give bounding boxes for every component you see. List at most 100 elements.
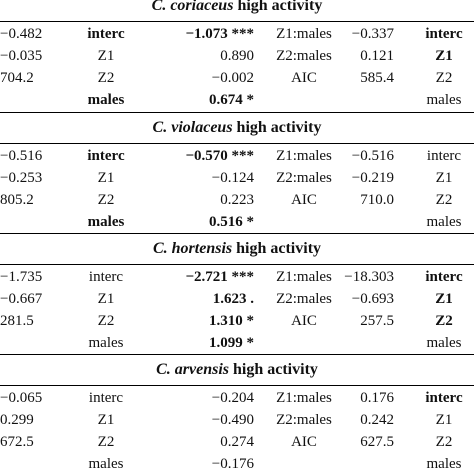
section-rule-bottom — [0, 143, 474, 144]
estimate-col-1: −0.035 — [0, 48, 43, 64]
table-row: males −0.176 males — [0, 453, 474, 475]
term-col-2: AIC — [291, 434, 317, 450]
term-col-2: Z1:males — [276, 390, 332, 406]
table-row: 672.5 Z2 0.274 AIC 627.5 Z2 — [0, 431, 474, 453]
section-title: C. coriaceus high activity — [0, 0, 474, 16]
term-col-1: interc — [87, 26, 125, 42]
estimate-col-2: −1.073 *** — [185, 26, 254, 42]
term-col-1: interc — [87, 148, 125, 164]
term-col-3: Z2 — [435, 192, 453, 208]
table-row: males 0.516 * males — [0, 211, 474, 233]
term-col-1: males — [87, 214, 125, 230]
estimate-col-2: −0.002 — [211, 70, 254, 86]
term-col-2: Z2:males — [276, 291, 332, 307]
estimate-col-1: 805.2 — [0, 192, 34, 208]
term-col-1: Z1 — [97, 291, 115, 307]
term-col-2: Z2:males — [276, 412, 332, 428]
estimate-col-2: −2.721 *** — [185, 269, 254, 285]
section-rule-bottom — [0, 21, 474, 22]
estimate-col-2: 1.623 . — [212, 291, 254, 307]
estimate-col-3: 710.0 — [360, 192, 394, 208]
section-title-suffix: high activity — [232, 119, 322, 136]
table-row: males 0.674 * males — [0, 89, 474, 111]
term-col-1: males — [88, 456, 124, 472]
estimate-col-3: 585.4 — [360, 70, 394, 86]
section-title: C. arvensis high activity — [0, 360, 474, 380]
term-col-3: males — [426, 214, 462, 230]
estimate-col-3: 0.176 — [360, 390, 394, 406]
estimate-col-2: 1.310 * — [209, 313, 254, 329]
term-col-3: interc — [426, 148, 462, 164]
term-col-1: interc — [88, 390, 124, 406]
term-col-2: AIC — [291, 70, 317, 86]
table-row: 805.2 Z2 0.223 AIC 710.0 Z2 — [0, 189, 474, 211]
term-col-3: Z1 — [435, 170, 453, 186]
estimate-col-1: −1.735 — [0, 269, 43, 285]
estimate-col-3: 0.242 — [360, 412, 394, 428]
term-col-1: Z2 — [97, 434, 115, 450]
section-rule-top — [0, 233, 474, 234]
term-col-2: Z2:males — [276, 48, 332, 64]
estimate-col-2: 0.223 — [220, 192, 254, 208]
term-col-3: males — [426, 335, 462, 351]
estimate-col-2: −0.176 — [211, 456, 254, 472]
term-col-2: Z2:males — [276, 170, 332, 186]
estimate-col-2: −0.490 — [211, 412, 254, 428]
term-col-1: males — [87, 92, 125, 108]
species-name: C. hortensis — [152, 240, 233, 257]
estimate-col-1: 281.5 — [0, 313, 34, 329]
estimate-col-1: −0.482 — [0, 26, 43, 42]
term-col-1: males — [88, 335, 124, 351]
estimate-col-2: 0.890 — [220, 48, 254, 64]
estimate-col-3: −0.693 — [351, 291, 394, 307]
estimate-col-2: 1.099 * — [209, 335, 254, 351]
estimate-col-3: −0.219 — [351, 170, 394, 186]
table-row: −0.516 interc −0.570 *** Z1:males −0.516 inte… — [0, 145, 474, 167]
term-col-1: Z1 — [97, 170, 115, 186]
table-row: −1.735 interc −2.721 *** Z1:males −18.303 int… — [0, 266, 474, 288]
estimate-col-3: 0.121 — [360, 48, 394, 64]
term-col-2: Z1:males — [276, 269, 332, 285]
term-col-3: interc — [425, 269, 463, 285]
estimate-col-3: −0.516 — [351, 148, 394, 164]
estimate-col-2: 0.516 * — [209, 214, 254, 230]
term-col-2: Z1:males — [276, 148, 332, 164]
estimate-col-3: 257.5 — [360, 313, 394, 329]
section-rule-bottom — [0, 385, 474, 386]
table-row: 0.299 Z1 −0.490 Z2:males 0.242 Z1 — [0, 409, 474, 431]
species-name: C. violaceus — [152, 119, 233, 136]
table-row: −0.482 interc −1.073 *** Z1:males −0.337 inte… — [0, 23, 474, 45]
term-col-3: Z1 — [435, 412, 453, 428]
term-col-3: males — [426, 456, 462, 472]
section-title-suffix: high activity — [232, 240, 322, 257]
estimate-col-1: −0.667 — [0, 291, 43, 307]
term-col-3: Z1 — [435, 48, 453, 64]
estimate-col-1: 704.2 — [0, 70, 34, 86]
estimate-col-1: −0.065 — [0, 390, 43, 406]
estimate-col-2: −0.204 — [211, 390, 254, 406]
estimate-col-3: −0.337 — [351, 26, 394, 42]
estimate-col-1: −0.253 — [0, 170, 43, 186]
estimate-col-3: 627.5 — [360, 434, 394, 450]
estimate-col-2: 0.274 — [220, 434, 254, 450]
table-row: 281.5 Z2 1.310 * AIC 257.5 Z2 — [0, 310, 474, 332]
section-rule-bottom — [0, 264, 474, 265]
section-title: C. violaceus high activity — [0, 118, 474, 138]
term-col-1: Z1 — [97, 48, 115, 64]
term-col-3: Z1 — [435, 291, 453, 307]
term-col-1: Z2 — [97, 313, 115, 329]
section-rule-top — [0, 354, 474, 355]
term-col-3: interc — [425, 26, 463, 42]
term-col-3: Z2 — [435, 70, 453, 86]
table-row: males 1.099 * males — [0, 332, 474, 354]
table-row: −0.667 Z1 1.623 . Z2:males −0.693 Z1 — [0, 288, 474, 310]
estimate-col-2: 0.674 * — [209, 92, 254, 108]
term-col-1: Z2 — [97, 70, 115, 86]
term-col-3: interc — [425, 390, 463, 406]
estimate-col-2: −0.570 *** — [185, 148, 254, 164]
term-col-3: Z2 — [435, 434, 453, 450]
estimate-col-1: −0.516 — [0, 148, 43, 164]
species-name: C. coriaceus — [151, 0, 234, 14]
species-name: C. arvensis — [156, 361, 229, 378]
